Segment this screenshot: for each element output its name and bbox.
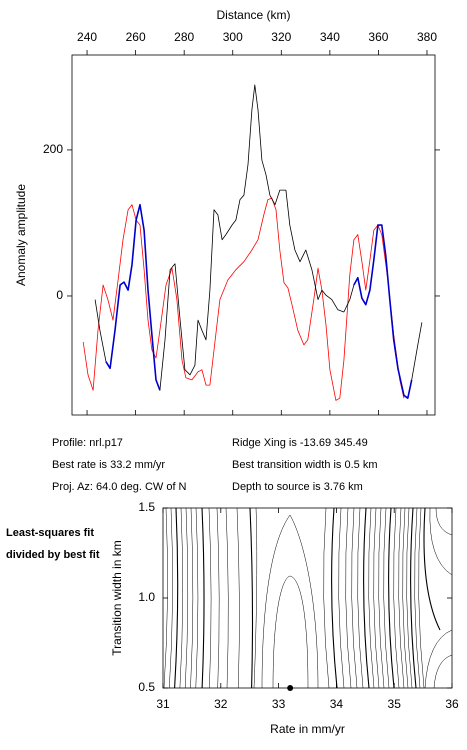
x-tick-label: 260 bbox=[126, 30, 146, 44]
anomaly-line bbox=[105, 203, 413, 399]
profile-info: Proj. Az: 64.0 deg. CW of N bbox=[52, 481, 187, 493]
y-tick-label: 1.0 bbox=[138, 590, 155, 604]
x-tick-label: 300 bbox=[223, 30, 243, 44]
x-tick-label: 240 bbox=[77, 30, 97, 44]
contour-line bbox=[402, 507, 409, 689]
profile-info: Best rate is 33.2 mm/yr bbox=[52, 459, 165, 471]
contour-line bbox=[345, 507, 352, 689]
contour-line bbox=[201, 507, 205, 689]
contour-line bbox=[190, 507, 194, 689]
contour-line bbox=[383, 507, 390, 689]
plot-frame bbox=[71, 54, 436, 416]
y-axis-title: Anomaly amplitude bbox=[14, 184, 28, 286]
y-tick-label: 0.5 bbox=[138, 680, 155, 694]
contour-line bbox=[323, 507, 330, 689]
y-tick-label: 200 bbox=[43, 142, 63, 156]
y-tick-label: 1.5 bbox=[138, 500, 155, 514]
x-tick-label: 360 bbox=[368, 30, 388, 44]
contour-line bbox=[398, 507, 405, 689]
x-tick-label: 31 bbox=[156, 697, 170, 711]
contour-line bbox=[388, 507, 395, 689]
best-fit-point bbox=[287, 685, 294, 691]
contour-line bbox=[261, 514, 319, 689]
x-tick-label: 340 bbox=[320, 30, 340, 44]
contour-line bbox=[331, 507, 338, 689]
contour-line bbox=[424, 629, 453, 689]
contour-line bbox=[179, 507, 184, 689]
contour-line bbox=[410, 507, 417, 689]
profile-info: Profile: nrl.p17 bbox=[52, 437, 123, 449]
contour-line bbox=[357, 507, 364, 689]
contour-line bbox=[378, 507, 385, 689]
y-axis-title: Transition width in km bbox=[110, 540, 124, 656]
contour-line bbox=[418, 507, 425, 689]
contour-line bbox=[253, 507, 258, 689]
y-tick-label: 0 bbox=[56, 288, 63, 302]
contour-line bbox=[236, 507, 240, 689]
x-tick-label: 35 bbox=[388, 697, 402, 711]
profile-info: Best transition width is 0.5 km bbox=[232, 459, 378, 471]
contour-line bbox=[169, 507, 173, 689]
contour-line bbox=[406, 507, 413, 689]
anomaly-line bbox=[82, 197, 405, 401]
x-tick-label: 32 bbox=[214, 697, 228, 711]
contour-line bbox=[423, 507, 441, 631]
contour-line bbox=[208, 507, 212, 689]
contour-line bbox=[338, 507, 345, 689]
contour-line bbox=[414, 507, 421, 689]
profile-info: Ridge Xing is -13.69 345.49 bbox=[232, 437, 368, 449]
contours bbox=[163, 507, 453, 689]
contour-line bbox=[195, 507, 199, 689]
x-tick-label: 280 bbox=[174, 30, 194, 44]
contour-line bbox=[393, 507, 400, 689]
contour-line bbox=[373, 507, 380, 689]
contour-line bbox=[216, 507, 220, 689]
x-axis-title: Distance (km) bbox=[216, 8, 290, 22]
contour-line bbox=[368, 507, 375, 689]
x-tick-label: 36 bbox=[445, 697, 459, 711]
x-tick-label: 380 bbox=[417, 30, 437, 44]
contour-line bbox=[225, 507, 229, 689]
contour-line bbox=[351, 507, 358, 689]
x-tick-label: 320 bbox=[271, 30, 291, 44]
contour-line bbox=[249, 507, 254, 689]
contour-line bbox=[272, 575, 309, 689]
contour-line bbox=[363, 507, 370, 689]
x-tick-label: 33 bbox=[272, 697, 286, 711]
contour-line bbox=[184, 507, 189, 689]
contour-line bbox=[433, 654, 453, 689]
contour-line bbox=[435, 507, 453, 536]
contour-line bbox=[429, 507, 453, 576]
contour-title: Least-squares fit divided by best fit bbox=[6, 527, 100, 561]
x-axis-title: Rate in mm/yr bbox=[270, 722, 345, 736]
x-tick-label: 34 bbox=[330, 697, 344, 711]
profile-info: Depth to source is 3.76 km bbox=[232, 481, 363, 493]
contour-line bbox=[174, 507, 179, 689]
